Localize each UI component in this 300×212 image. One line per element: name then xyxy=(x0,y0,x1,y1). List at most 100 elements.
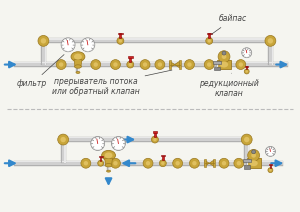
Circle shape xyxy=(244,137,249,142)
Circle shape xyxy=(222,54,226,59)
Ellipse shape xyxy=(105,152,112,158)
Circle shape xyxy=(110,60,120,70)
Bar xyxy=(213,159,214,167)
Circle shape xyxy=(81,158,91,168)
Circle shape xyxy=(161,162,165,165)
Bar xyxy=(63,141,247,142)
Bar xyxy=(216,64,217,67)
Circle shape xyxy=(266,147,275,156)
Circle shape xyxy=(266,146,275,156)
Bar xyxy=(160,155,165,156)
Circle shape xyxy=(58,134,69,145)
Circle shape xyxy=(140,60,150,70)
Circle shape xyxy=(128,63,132,66)
Circle shape xyxy=(62,38,74,51)
Circle shape xyxy=(238,62,243,67)
Bar xyxy=(61,139,66,163)
Bar xyxy=(204,159,206,167)
Circle shape xyxy=(99,162,102,165)
Circle shape xyxy=(176,161,180,165)
Circle shape xyxy=(41,38,46,44)
Circle shape xyxy=(98,160,103,166)
Circle shape xyxy=(241,134,252,145)
Bar xyxy=(218,64,219,67)
Ellipse shape xyxy=(220,62,228,67)
Circle shape xyxy=(248,149,260,161)
Circle shape xyxy=(152,136,158,143)
Circle shape xyxy=(56,60,66,70)
Circle shape xyxy=(219,158,229,168)
Circle shape xyxy=(204,60,214,70)
Bar xyxy=(45,41,46,64)
Bar xyxy=(213,61,221,64)
Ellipse shape xyxy=(105,163,112,167)
Circle shape xyxy=(242,48,251,57)
Bar xyxy=(216,64,219,67)
Circle shape xyxy=(187,62,192,67)
Circle shape xyxy=(143,62,147,67)
Bar xyxy=(169,60,171,69)
Circle shape xyxy=(244,69,249,74)
Circle shape xyxy=(268,38,273,44)
Bar xyxy=(247,158,260,168)
Bar xyxy=(118,33,123,34)
Bar xyxy=(153,131,157,132)
Bar xyxy=(162,156,164,160)
Bar xyxy=(129,57,131,62)
Bar xyxy=(44,38,270,43)
Circle shape xyxy=(91,137,105,150)
Bar xyxy=(107,165,108,171)
Circle shape xyxy=(173,158,183,168)
Bar xyxy=(216,62,217,67)
Circle shape xyxy=(61,38,75,52)
Polygon shape xyxy=(209,160,214,166)
Bar xyxy=(119,33,122,38)
Circle shape xyxy=(113,161,118,165)
Circle shape xyxy=(81,38,95,52)
Bar xyxy=(14,62,288,63)
Bar xyxy=(270,165,271,168)
Circle shape xyxy=(206,37,213,44)
Bar xyxy=(244,165,250,169)
Circle shape xyxy=(251,153,256,158)
Bar xyxy=(128,56,133,58)
Ellipse shape xyxy=(250,160,258,166)
Circle shape xyxy=(190,158,199,168)
Circle shape xyxy=(218,51,230,63)
Bar xyxy=(41,41,42,64)
Circle shape xyxy=(265,35,276,46)
Text: байпас: байпас xyxy=(212,14,247,34)
Circle shape xyxy=(155,60,165,70)
Bar xyxy=(243,159,251,162)
Bar xyxy=(76,53,80,64)
Bar xyxy=(14,62,288,67)
Bar xyxy=(217,60,231,70)
Circle shape xyxy=(242,48,252,58)
Circle shape xyxy=(59,62,63,67)
Ellipse shape xyxy=(102,150,116,160)
Bar xyxy=(78,67,80,73)
Circle shape xyxy=(245,70,248,73)
Polygon shape xyxy=(170,61,175,68)
Circle shape xyxy=(222,161,226,165)
Circle shape xyxy=(268,168,273,173)
Bar xyxy=(107,165,110,171)
Bar xyxy=(14,161,283,162)
Circle shape xyxy=(192,161,197,165)
Circle shape xyxy=(153,138,157,141)
Circle shape xyxy=(207,62,211,67)
Bar xyxy=(76,67,80,73)
Circle shape xyxy=(113,62,118,67)
Circle shape xyxy=(94,62,98,67)
Circle shape xyxy=(146,161,150,165)
Bar xyxy=(41,41,46,64)
Circle shape xyxy=(60,137,66,142)
Bar xyxy=(44,38,270,40)
Ellipse shape xyxy=(74,54,82,60)
Bar xyxy=(216,62,218,67)
Bar xyxy=(79,53,80,64)
Bar xyxy=(154,132,156,137)
Circle shape xyxy=(184,60,194,70)
Bar xyxy=(44,42,270,43)
Bar xyxy=(76,53,77,64)
